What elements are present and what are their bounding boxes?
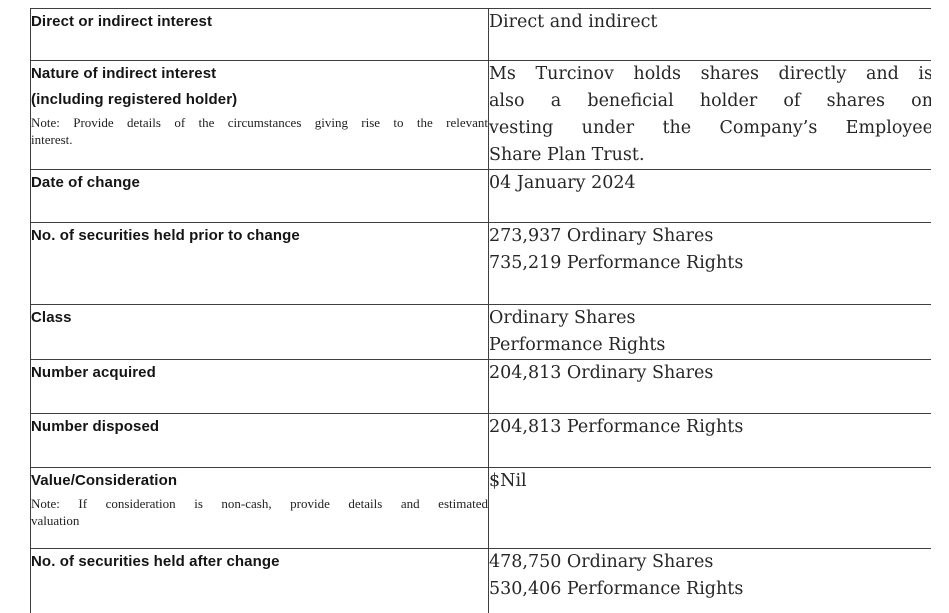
field-label: Date of change	[31, 174, 140, 191]
table-row: No. of securities held after change 478,…	[30, 548, 931, 613]
field-value: 204,813 Ordinary Shares	[489, 363, 714, 383]
field-value-line: 478,750 Ordinary Shares	[489, 552, 714, 572]
field-label: Number acquired	[31, 364, 156, 381]
field-value-cell: 04 January 2024	[488, 169, 931, 223]
field-value-cell: Ordinary Shares Performance Rights	[488, 304, 931, 360]
field-value: Direct and indirect	[489, 12, 658, 32]
field-note: Note: If consideration is non-cash, prov…	[31, 495, 488, 529]
field-label-cell: Date of change	[30, 169, 489, 223]
field-value: 204,813 Performance Rights	[489, 417, 744, 437]
table-row: Class Ordinary Shares Performance Rights	[30, 304, 931, 360]
table-row: Value/Consideration Note: If considerati…	[30, 467, 931, 549]
field-label-cell: No. of securities held after change	[30, 548, 489, 613]
field-value: $Nil	[489, 471, 527, 491]
field-value-line: Share Plan Trust.	[489, 145, 645, 165]
field-value: 04 January 2024	[489, 173, 636, 193]
field-note: Note: Provide details of the circumstanc…	[31, 114, 488, 148]
field-label-cell: Direct or indirect interest	[30, 8, 489, 61]
field-value-line: also a beneficial holder of shares on	[489, 91, 931, 111]
field-label: No. of securities held after change	[31, 553, 280, 570]
field-value-cell: 204,813 Performance Rights	[488, 413, 931, 468]
field-label: Direct or indirect interest	[31, 13, 213, 30]
field-label-cell: Nature of indirect interest (including r…	[30, 60, 489, 170]
field-label-cell: Number acquired	[30, 359, 489, 414]
table-row: Direct or indirect interest Direct and i…	[30, 8, 931, 61]
field-value-line: Ordinary Shares	[489, 308, 636, 328]
field-label: Number disposed	[31, 418, 160, 435]
field-label: Value/Consideration	[31, 472, 178, 489]
table-row: Number acquired 204,813 Ordinary Shares	[30, 359, 931, 414]
field-label-cell: Number disposed	[30, 413, 489, 468]
field-value-line: 735,219 Performance Rights	[489, 253, 744, 273]
field-note-line: interest.	[31, 132, 73, 147]
field-label: No. of securities held prior to change	[31, 227, 300, 244]
field-value-cell: Direct and indirect	[488, 8, 931, 61]
field-note-line: valuation	[31, 513, 80, 528]
field-value-line: Ms Turcinov holds shares directly and is	[489, 64, 931, 84]
field-value-cell: 204,813 Ordinary Shares	[488, 359, 931, 414]
notice-table-container: Direct or indirect interest Direct and i…	[30, 8, 931, 613]
table-row: Date of change 04 January 2024	[30, 169, 931, 223]
field-value-line: 530,406 Performance Rights	[489, 579, 744, 599]
table-row: No. of securities held prior to change 2…	[30, 222, 931, 305]
field-value-cell: $Nil	[488, 467, 931, 549]
field-value-line: Performance Rights	[489, 335, 666, 355]
field-label-cell: No. of securities held prior to change	[30, 222, 489, 305]
field-value-cell: 478,750 Ordinary Shares 530,406 Performa…	[488, 548, 931, 613]
field-label-cell: Class	[30, 304, 489, 360]
field-value-cell: Ms Turcinov holds shares directly and is…	[488, 60, 931, 170]
table-row: Nature of indirect interest (including r…	[30, 60, 931, 170]
field-value-line: vesting under the Company’s Employee	[489, 118, 931, 138]
director-interest-table: Direct or indirect interest Direct and i…	[30, 8, 931, 613]
field-note-line: Note: Provide details of the circumstanc…	[31, 115, 488, 130]
field-value-cell: 273,937 Ordinary Shares 735,219 Performa…	[488, 222, 931, 305]
field-label: Nature of indirect interest	[31, 65, 217, 82]
field-note-line: Note: If consideration is non-cash, prov…	[31, 496, 488, 511]
field-label: Class	[31, 309, 72, 326]
field-label-cell: Value/Consideration Note: If considerati…	[30, 467, 489, 549]
field-value-line: 273,937 Ordinary Shares	[489, 226, 714, 246]
field-label-subline: (including registered holder)	[31, 91, 238, 108]
table-row: Number disposed 204,813 Performance Righ…	[30, 413, 931, 468]
